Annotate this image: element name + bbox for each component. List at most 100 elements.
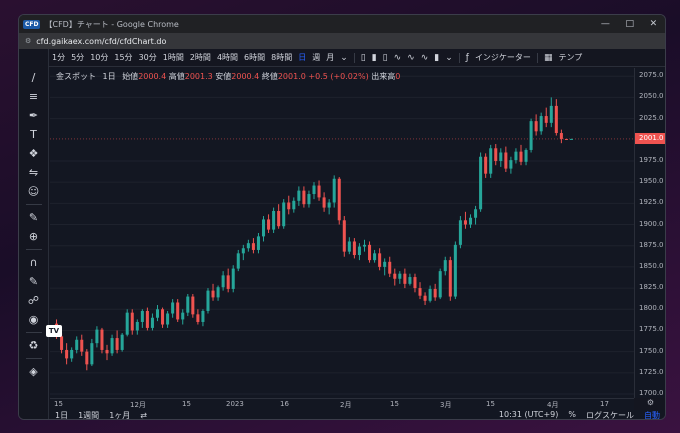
indicators-button[interactable]: インジケーター [474,53,531,62]
brush-icon[interactable]: ✒ [28,109,39,122]
chevron-down-icon[interactable]: ⌄ [445,52,453,63]
interval-8h[interactable]: 8時間 [271,53,293,62]
trend-line-icon[interactable]: ∕ [31,71,36,84]
title-bar: CFD 【CFD】チャート - Google Chrome — □ ✕ [19,15,665,33]
candle-body [529,121,533,150]
maximize-icon[interactable]: □ [625,19,634,29]
percent-toggle[interactable]: % [568,410,576,419]
legend-symbol: 金スポット [56,72,96,81]
candle-body [337,178,341,221]
drawing-mode-icon[interactable]: ✎ [28,275,39,288]
prediction-icon[interactable]: ⇋ [28,166,39,179]
candlestick-chart[interactable] [50,68,634,398]
tradingview-logo[interactable]: TV [46,325,62,337]
candle-body [95,329,99,344]
candle-body [489,148,493,174]
legend-low: 2000.4 [231,72,260,81]
trash-icon[interactable]: ♻ [28,339,39,352]
log-scale-toggle[interactable]: ログスケール [586,411,634,420]
candle-body [428,288,432,301]
bottom-right-controls: 10:31 (UTC+9) % ログスケール 自動 [494,410,665,420]
interval-15m[interactable]: 15分 [114,53,133,62]
interval-1h[interactable]: 1時間 [162,53,184,62]
range-1w[interactable]: 1週間 [78,411,100,420]
interval-6h[interactable]: 6時間 [244,53,266,62]
layers-icon[interactable]: ◈ [29,365,38,378]
templates-button[interactable]: テンプ [558,53,583,62]
ruler-icon[interactable]: ✎ [28,211,39,224]
candle-body [357,246,361,256]
candle-body [418,288,422,296]
lock-icon[interactable]: ☍ [27,294,40,307]
price-tick-label: 1750.0 [639,346,664,355]
zoom-in-icon[interactable]: ⊕ [28,230,39,243]
chart-settings-icon[interactable]: ⚙ [646,398,655,407]
url-text[interactable]: cfd.gaikaex.com/cfd/cfdChart.do [36,36,167,46]
templates-icon[interactable]: ▦ [543,52,553,63]
candle-body [514,151,518,161]
chevron-down-icon[interactable]: ⌄ [340,52,348,63]
line-chart-icon[interactable]: ∿ [393,52,402,63]
indicators-icon[interactable]: ƒ [465,52,469,63]
interval-5m[interactable]: 5分 [71,53,85,62]
range-1d[interactable]: 1日 [55,411,69,420]
candle-body [312,185,316,195]
time-tick-label: 16 [280,400,289,408]
heikin-ashi-icon[interactable]: ▮ [434,52,440,63]
price-axis[interactable]: 2075.0 2050.0 2025.0 2001.0 1975.0 1950.0 1925… [634,68,665,398]
close-icon[interactable]: ✕ [649,19,658,29]
price-tick-label: 1700.0 [639,389,664,397]
candle-body [383,261,387,267]
address-bar[interactable]: ⚙ cfd.gaikaex.com/cfd/cfdChart.do [19,33,665,49]
candle-body [191,296,195,315]
timezone-button[interactable]: 10:31 (UTC+9) [498,410,559,419]
candle-body [484,156,488,174]
eye-icon[interactable]: ◉ [28,313,39,326]
magnet-icon[interactable]: ∩ [29,256,38,269]
interval-30m[interactable]: 30分 [138,53,157,62]
candles-icon[interactable]: ▮ [371,52,377,63]
price-tick-label: 2075.0 [639,71,664,80]
area-chart-icon[interactable]: ∿ [407,52,415,63]
fib-retracement-icon[interactable]: ≡ [28,90,39,103]
interval-week[interactable]: 週 [312,53,321,62]
site-info-icon[interactable]: ⚙ [25,37,32,45]
legend-low-label: 安値 [215,72,232,81]
interval-day[interactable]: 日 [298,53,307,62]
candle-body [110,338,114,354]
candle-body [448,260,452,297]
baseline-chart-icon[interactable]: ∿ [420,52,429,63]
interval-4h[interactable]: 4時間 [216,53,239,62]
candle-body [352,241,356,256]
auto-scale-toggle[interactable]: 自動 [644,411,660,420]
price-tick-label: 1950.0 [639,177,664,186]
text-tool-icon[interactable]: T [30,128,37,141]
legend-open-label: 始値 [122,72,139,81]
candle-body [524,149,528,162]
legend-close: 2001.0 [277,72,306,81]
emoji-icon[interactable]: ☺ [27,185,40,198]
date-range-icon[interactable]: ⇄ [140,411,147,420]
hollow-candles-icon[interactable]: ▯ [382,52,388,63]
interval-1m[interactable]: 1分 [52,53,66,62]
candle-body [206,290,210,311]
interval-month[interactable]: 月 [326,53,335,62]
chart-canvas[interactable]: 金スポット 1日 始値2000.4 高値2001.3 安値2000.4 終値20… [50,68,634,398]
interval-2h[interactable]: 2時間 [189,53,211,62]
chart-toolbar: ✚ 1分 5分 10分 15分 30分 1時間 2時間 4時間 6時間 8時間 … [19,49,665,67]
minimize-icon[interactable]: — [600,19,610,29]
interval-10m[interactable]: 10分 [90,53,109,62]
candle-body [443,260,447,272]
price-tick-label: 1775.0 [639,325,664,334]
candle-body [398,273,402,279]
pattern-icon[interactable]: ❖ [28,147,39,160]
candle-body [504,152,508,169]
candle-body [438,271,442,298]
bar-chart-icon[interactable]: ▯ [360,52,366,63]
candle-body [322,197,326,208]
candle-body [60,336,64,350]
candle-body [80,339,84,352]
time-axis[interactable]: 15 12月 15 2023 16 2月 15 3月 15 4月 17 [50,398,634,410]
range-1m[interactable]: 1ヶ月 [109,411,131,420]
candle-body [125,312,129,335]
